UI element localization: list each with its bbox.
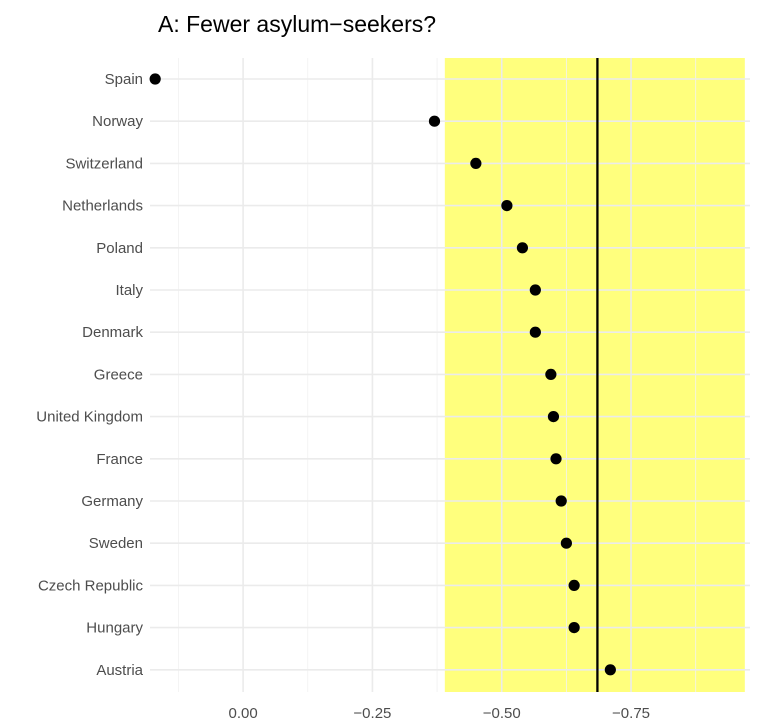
y-tick-label: Netherlands — [62, 198, 143, 215]
y-tick-label: Austria — [96, 662, 143, 679]
y-tick-label: Germany — [81, 493, 143, 510]
data-point — [149, 73, 161, 85]
x-tick-label: −0.75 — [612, 705, 650, 722]
y-tick-label: Hungary — [86, 620, 143, 637]
data-point — [555, 495, 567, 507]
x-tick-label: −0.50 — [483, 705, 521, 722]
data-point — [550, 453, 562, 465]
y-tick-label: Switzerland — [65, 155, 143, 172]
y-tick-label: Norway — [92, 113, 143, 130]
y-tick-label: Greece — [94, 366, 143, 383]
data-point — [604, 664, 616, 676]
data-point — [529, 284, 541, 296]
x-tick-label: −0.25 — [353, 705, 391, 722]
data-point — [501, 200, 513, 212]
y-tick-label: Sweden — [89, 535, 143, 552]
data-point — [545, 368, 557, 380]
data-point — [529, 326, 541, 338]
chart-title: A: Fewer asylum−seekers? — [158, 11, 436, 37]
y-tick-label: United Kingdom — [36, 409, 143, 426]
y-tick-label: Poland — [96, 240, 143, 257]
data-point — [547, 411, 560, 423]
data-point — [568, 622, 580, 634]
y-tick-label: Italy — [115, 282, 143, 299]
y-tick-label: Spain — [105, 71, 143, 88]
y-tick-label: France — [96, 451, 143, 468]
data-point — [560, 537, 572, 549]
data-point — [516, 242, 529, 254]
data-point — [428, 115, 441, 127]
data-point — [470, 157, 482, 169]
x-tick-label: 0.00 — [229, 705, 258, 722]
y-tick-label: Czech Republic — [38, 577, 144, 594]
y-tick-label: Denmark — [82, 324, 143, 341]
data-point — [568, 579, 580, 592]
